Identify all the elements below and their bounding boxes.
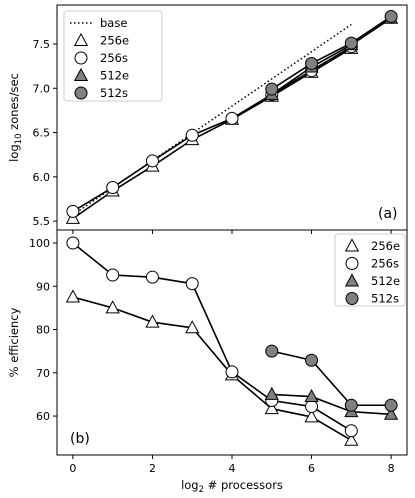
x-tick-label: 4: [229, 462, 236, 475]
data-point-512e: [383, 406, 399, 420]
data-point-512s: [305, 56, 319, 70]
data-point-512s: [344, 36, 358, 50]
legend-marker-256e: [344, 238, 360, 252]
data-point-512s: [384, 10, 398, 24]
data-point-256e: [185, 320, 200, 334]
data-point-512s: [344, 398, 358, 412]
series-line-512e: [271, 393, 392, 416]
x-tick-label: 6: [308, 462, 315, 475]
data-point-256s: [66, 236, 80, 250]
data-point-256s: [185, 277, 199, 291]
legend-marker-512s: [74, 86, 88, 100]
legend-label: 512e: [100, 69, 129, 83]
legend-label: 512e: [371, 274, 400, 288]
data-point-256s: [66, 204, 80, 218]
data-point-256e: [65, 289, 81, 303]
legend-box: [63, 10, 163, 102]
legend-label: 512s: [100, 86, 128, 100]
panel-label: (b): [70, 431, 90, 447]
series-line-256e: [72, 296, 352, 441]
panel-a: 5.5 6.0 6.5 7.0 7.5 base 256e 256s 512e 512s (a) lo…: [7, 4, 408, 234]
panel-b: 60 70 80 90 100 0 2 4 6 8 256e 256s 512e 512s (b) % eff…: [7, 229, 408, 495]
legend-marker-512e: [344, 273, 360, 287]
data-point-512s: [265, 82, 279, 96]
legend-label: 256e: [371, 239, 400, 253]
legend-label: 256e: [100, 34, 129, 48]
y-tick-label: 90: [36, 280, 50, 293]
data-point-512s: [305, 353, 319, 367]
panel-label: (a): [378, 206, 398, 222]
data-point-256s: [145, 270, 159, 284]
y-tick-label: 80: [36, 324, 50, 337]
data-point-256e: [304, 409, 319, 423]
data-point-256s: [225, 365, 239, 379]
legend-label: 512s: [371, 292, 399, 306]
data-point-256s: [305, 400, 319, 414]
x-tick-label: 2: [149, 462, 156, 475]
y-tick-label: 60: [36, 410, 50, 423]
legend-label: base: [100, 16, 127, 30]
data-point-256s: [225, 111, 239, 125]
legend-label: 256s: [371, 257, 399, 271]
data-point-256s: [145, 154, 159, 168]
data-point-256s: [106, 268, 120, 282]
series-line-256s: [72, 242, 352, 432]
data-point-512e: [264, 386, 279, 400]
y-tick-label: 70: [36, 367, 50, 380]
x-tick-label: 8: [388, 462, 395, 475]
x-tick-label: 0: [69, 462, 76, 475]
data-point-512s: [265, 344, 279, 358]
data-point-512e: [304, 388, 319, 403]
data-point-256e: [145, 314, 160, 328]
x-axis-label: log2 # processors: [181, 478, 283, 495]
data-point-512s: [384, 398, 398, 412]
series-line-512e: [271, 17, 392, 96]
legend-marker-512e: [73, 67, 89, 81]
legend-box: [334, 233, 406, 307]
legend-marker-256s: [74, 51, 88, 65]
data-point-256e: [105, 300, 120, 314]
legend-marker-512s: [345, 292, 359, 305]
y-tick-label: 7.0: [33, 82, 51, 95]
y-tick-label: 5.5: [33, 215, 51, 228]
legend-marker-256s: [345, 257, 359, 270]
series-line-512s: [271, 350, 392, 407]
y-tick-label: 100: [29, 237, 50, 250]
series-line-256e: [72, 47, 352, 220]
series-line-512s: [271, 15, 392, 90]
y-axis-label: log10 zones/sec: [7, 73, 24, 162]
data-point-256s: [344, 424, 358, 438]
y-tick-label: 7.5: [33, 38, 51, 51]
series-line-256s: [72, 45, 352, 213]
y-tick-label: 6.0: [33, 171, 51, 184]
data-point-256s: [185, 128, 199, 142]
legend-marker-256e: [73, 32, 89, 46]
data-point-256s: [106, 180, 120, 194]
legend-label: 256s: [100, 51, 128, 65]
data-point-256e: [344, 432, 359, 446]
y-axis-label: % efficiency: [7, 307, 21, 377]
y-tick-label: 6.5: [33, 127, 51, 140]
data-point-256e: [264, 401, 279, 415]
